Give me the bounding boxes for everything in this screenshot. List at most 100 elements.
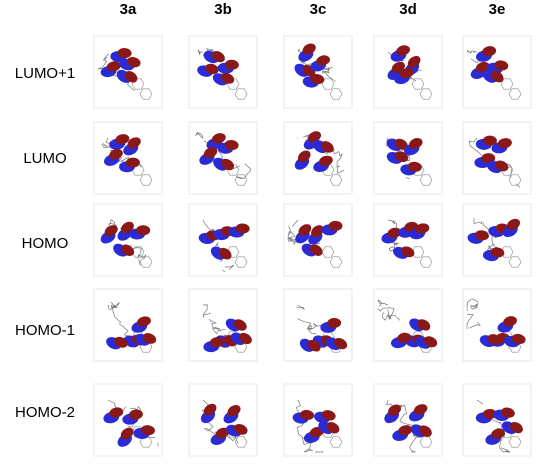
ring [329, 256, 343, 268]
lobe-red [211, 51, 225, 63]
lobe-red [491, 428, 505, 439]
lobe-red [309, 244, 323, 256]
ring [508, 88, 522, 100]
lobe-red [397, 332, 412, 343]
lobe-red [137, 316, 151, 327]
lobe-red [205, 63, 219, 75]
lobe-red [227, 405, 241, 417]
lobe-red [482, 135, 497, 146]
cell-frame [373, 203, 443, 277]
lobe-red [500, 407, 515, 418]
lobe-red [503, 316, 517, 327]
cell-frame [283, 121, 353, 195]
lobe-red [388, 404, 402, 416]
cell-frame [93, 203, 163, 277]
lobe-red [224, 59, 239, 70]
ring [234, 174, 248, 186]
lobe-red [117, 48, 132, 59]
lobe-red [482, 408, 497, 419]
row-label: HOMO [22, 235, 69, 252]
lobe-red [321, 141, 334, 153]
lobe-red [212, 133, 226, 144]
ring [419, 256, 433, 268]
ring [411, 78, 425, 90]
lobe-red [224, 139, 239, 151]
lobe-red [415, 223, 430, 234]
lobe-red [494, 60, 509, 71]
lobe-red [109, 148, 123, 160]
cell-frame [188, 383, 258, 457]
cell-frame [188, 35, 258, 109]
lobe-red [203, 403, 217, 416]
lobe-red [126, 57, 141, 68]
cell-frame [462, 288, 532, 362]
lobe-red [210, 337, 225, 348]
ring [321, 78, 335, 90]
molecule-skeleton [466, 49, 499, 76]
lobe-red [417, 319, 431, 331]
lobe-red [220, 72, 235, 84]
ring [329, 174, 343, 186]
ring [139, 256, 153, 268]
molecule-skeleton [467, 299, 482, 329]
row-label: HOMO-1 [15, 322, 75, 339]
ring [419, 174, 433, 186]
lobe-red [114, 336, 128, 348]
cell-frame [283, 203, 353, 277]
ring [226, 164, 240, 176]
column-header: 3a [120, 1, 137, 18]
cell-frame [283, 383, 353, 457]
lobe-red [509, 421, 523, 434]
molecule-skeleton [107, 301, 134, 347]
cell-frame [373, 121, 443, 195]
cell-frame [188, 121, 258, 195]
lobe-red [127, 137, 141, 149]
lobe-red [221, 158, 235, 171]
lobe-red [235, 223, 250, 234]
lobe-red [511, 333, 526, 345]
lobe-red [400, 67, 414, 79]
lobe-red [328, 220, 343, 231]
ring [508, 174, 522, 186]
column-header: 3c [310, 1, 327, 18]
lobe-red [121, 221, 134, 234]
cell-frame [373, 383, 443, 457]
ring [131, 78, 145, 90]
lobe-red [203, 147, 218, 159]
lobe-red [398, 425, 413, 436]
lobe-red [396, 45, 410, 56]
column-header: 3b [214, 1, 232, 18]
lobe-red [490, 70, 504, 83]
molecule-skeleton [202, 304, 238, 344]
lobe-red [419, 425, 432, 437]
lobe-red [142, 333, 157, 344]
cell-frame [283, 35, 353, 109]
lobe-red [391, 61, 405, 73]
lobe-red [307, 339, 321, 352]
cell-frame [283, 288, 353, 362]
lobe-red [326, 422, 340, 434]
lobe-red [106, 61, 121, 72]
lobe-red [218, 247, 232, 260]
lobe-red [140, 425, 155, 436]
lobe-red [387, 227, 402, 238]
cell-frame [462, 35, 532, 109]
lobe-red [302, 43, 316, 55]
lobe-red [125, 157, 140, 168]
cell-frame [462, 121, 532, 195]
lobe-red [104, 225, 118, 237]
lobe-red [327, 318, 342, 329]
cell-frame [188, 288, 258, 362]
ring [329, 436, 343, 448]
molecule-skeleton [377, 299, 401, 321]
ring [226, 78, 240, 90]
lobe-red [215, 427, 230, 439]
lobe-red [310, 74, 325, 85]
lobe-red [497, 138, 512, 149]
lobe-red [238, 332, 252, 345]
ring [234, 436, 248, 448]
row-label: LUMO+1 [15, 65, 75, 82]
ring [139, 88, 153, 100]
lobe-red [413, 404, 428, 415]
lobe-red [298, 224, 312, 236]
